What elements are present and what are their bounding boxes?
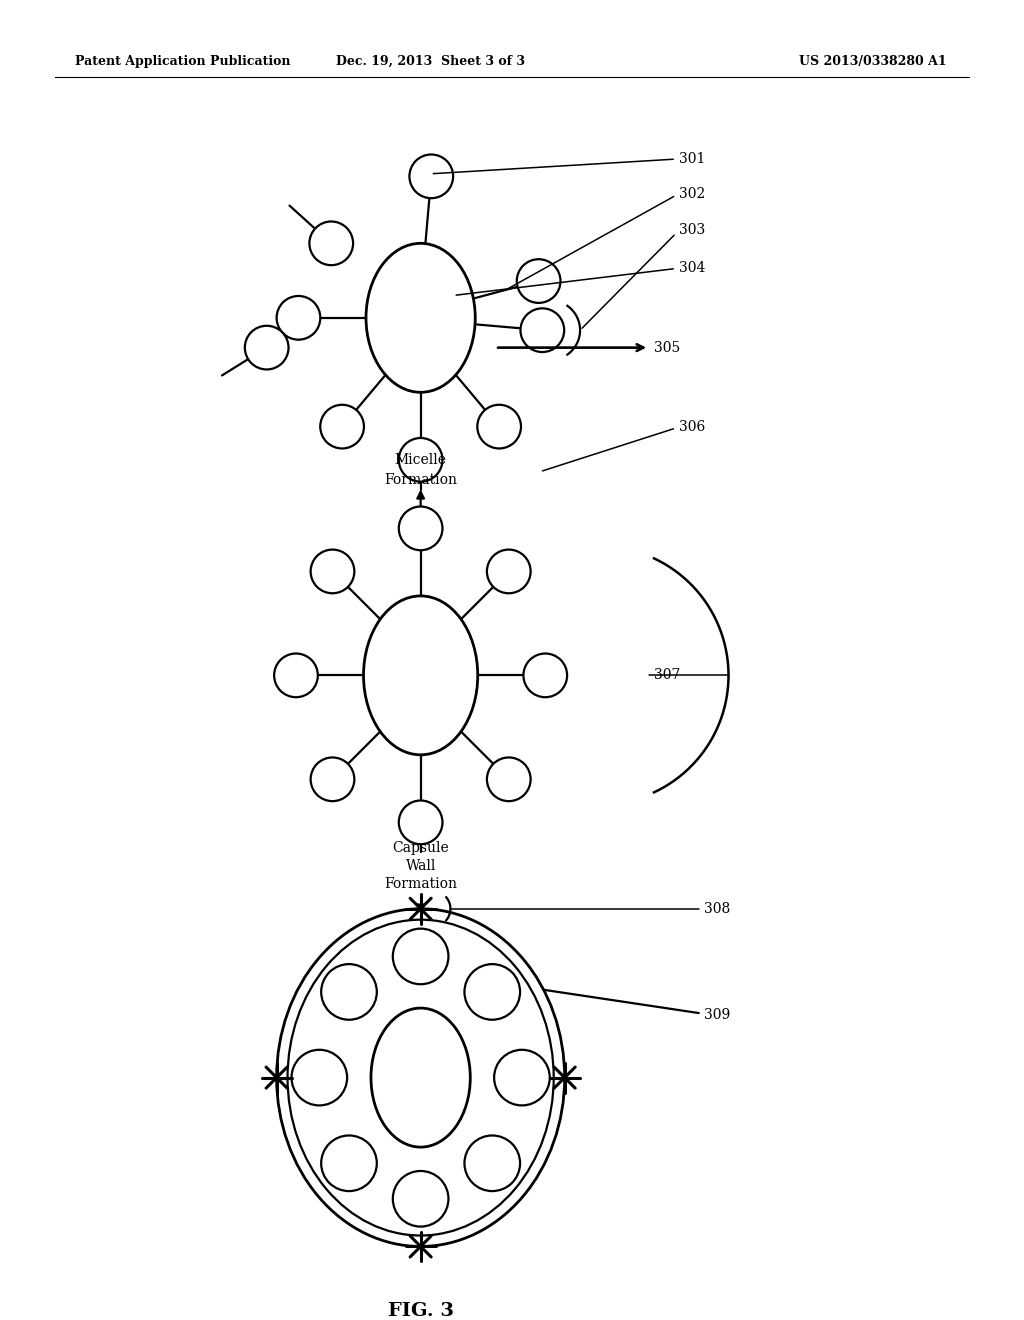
Circle shape (393, 1171, 449, 1226)
Circle shape (477, 405, 521, 449)
Ellipse shape (276, 908, 564, 1246)
Circle shape (310, 549, 354, 593)
Text: 308: 308 (703, 902, 730, 916)
Circle shape (245, 326, 289, 370)
Text: 302: 302 (509, 186, 706, 289)
Circle shape (495, 1049, 550, 1105)
Text: Formation: Formation (384, 473, 457, 487)
Circle shape (393, 929, 449, 985)
Text: 304: 304 (456, 261, 706, 296)
Ellipse shape (364, 595, 478, 755)
Text: Wall: Wall (406, 859, 436, 873)
Circle shape (465, 964, 520, 1020)
Circle shape (465, 1135, 520, 1191)
Text: Formation: Formation (384, 876, 457, 891)
Circle shape (276, 296, 321, 339)
Text: 303: 303 (582, 223, 706, 329)
Circle shape (523, 653, 567, 697)
Ellipse shape (288, 920, 554, 1236)
Circle shape (398, 507, 442, 550)
Ellipse shape (371, 1008, 470, 1147)
Circle shape (322, 964, 377, 1020)
Text: 307: 307 (654, 668, 680, 682)
Text: Patent Application Publication: Patent Application Publication (75, 55, 291, 69)
Circle shape (309, 222, 353, 265)
Circle shape (398, 800, 442, 845)
Text: Capsule: Capsule (392, 841, 449, 855)
Circle shape (487, 549, 530, 593)
Circle shape (517, 259, 560, 302)
Text: 301: 301 (433, 152, 706, 174)
Circle shape (487, 758, 530, 801)
Text: 305: 305 (654, 341, 680, 355)
Circle shape (322, 1135, 377, 1191)
Text: 309: 309 (703, 1008, 730, 1022)
Text: 306: 306 (543, 420, 706, 471)
Circle shape (292, 1049, 347, 1105)
Circle shape (520, 309, 564, 352)
Circle shape (310, 758, 354, 801)
Circle shape (321, 405, 364, 449)
Text: Dec. 19, 2013  Sheet 3 of 3: Dec. 19, 2013 Sheet 3 of 3 (336, 55, 525, 69)
Circle shape (410, 154, 454, 198)
Circle shape (274, 653, 317, 697)
Text: Micelle: Micelle (394, 453, 446, 467)
Text: FIG. 3: FIG. 3 (388, 1302, 454, 1320)
Text: US 2013/0338280 A1: US 2013/0338280 A1 (800, 55, 947, 69)
Circle shape (398, 438, 442, 482)
Ellipse shape (366, 243, 475, 392)
